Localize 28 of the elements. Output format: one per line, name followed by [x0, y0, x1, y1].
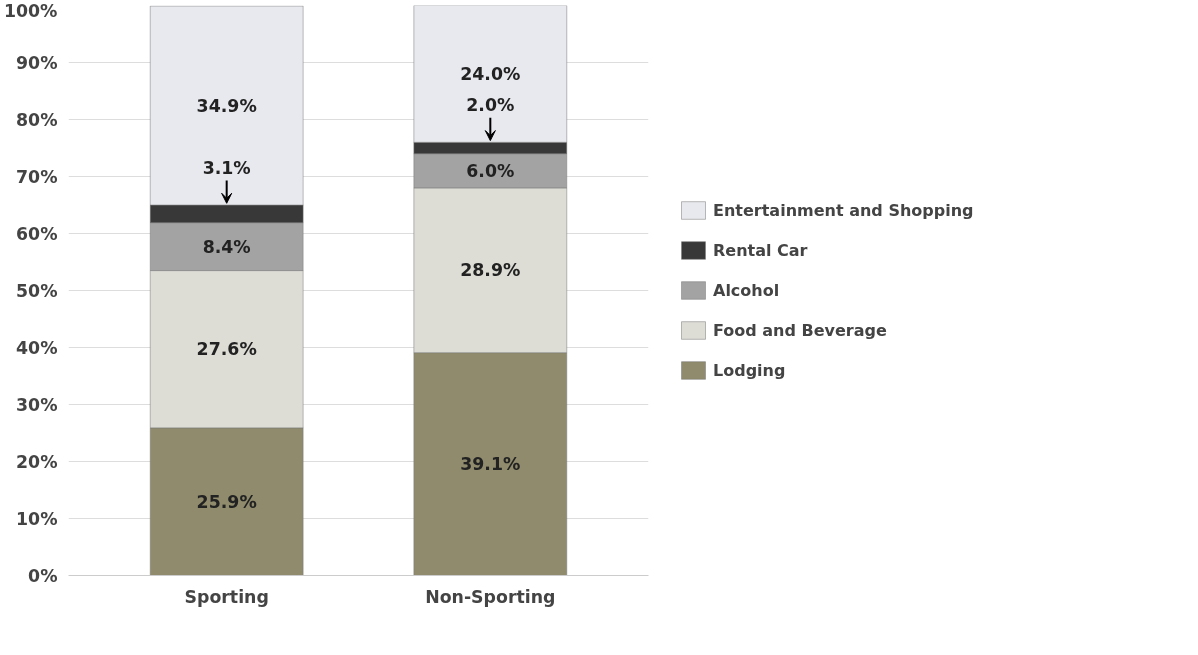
y-tick-label: 30%: [16, 394, 58, 415]
legend-label: Alcohol: [713, 280, 780, 300]
y-tick-label: 0%: [28, 565, 58, 586]
y-tick-label: 100%: [3, 0, 58, 21]
legend-label: Rental Car: [713, 240, 808, 260]
legend-label: Lodging: [713, 360, 786, 380]
y-tick-label: 40%: [16, 337, 58, 358]
x-tick-label: Non-Sporting: [425, 586, 556, 607]
data-label: 25.9%: [196, 491, 257, 512]
y-tick-label: 10%: [16, 508, 58, 529]
data-label: 3.1%: [202, 157, 251, 178]
y-tick-label: 60%: [16, 223, 58, 244]
data-label: 24.0%: [460, 63, 521, 84]
data-label: 39.1%: [460, 454, 521, 475]
x-tick-label: Sporting: [184, 586, 269, 607]
y-tick-label: 90%: [16, 52, 58, 73]
data-label: 2.0%: [466, 95, 515, 116]
y-tick-label: 70%: [16, 166, 58, 187]
data-label: 6.0%: [466, 160, 515, 181]
data-label: 8.4%: [202, 236, 251, 257]
data-label: 34.9%: [196, 95, 257, 116]
legend-label: Entertainment and Shopping: [713, 200, 974, 220]
data-label: 27.6%: [196, 339, 257, 360]
data-label: 28.9%: [460, 260, 521, 281]
y-tick-label: 80%: [16, 109, 58, 130]
legend-label: Food and Beverage: [713, 320, 887, 340]
y-tick-label: 20%: [16, 451, 58, 472]
y-tick-label: 50%: [16, 280, 58, 301]
